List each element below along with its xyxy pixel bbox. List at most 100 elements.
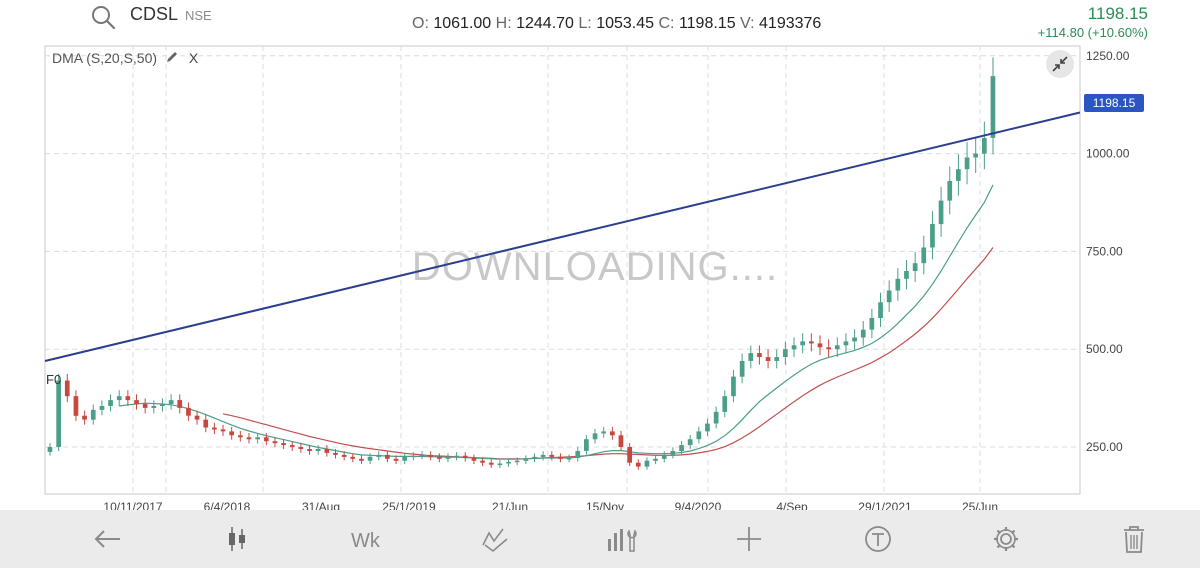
timeframe-button[interactable]: Wk <box>344 518 386 560</box>
candle-body <box>610 431 615 436</box>
candle-body <box>973 153 978 158</box>
candle-body <box>108 400 113 406</box>
y-tick-label: 1000.00 <box>1086 147 1130 161</box>
candle-body <box>99 406 105 410</box>
candle-body <box>255 437 260 440</box>
candle-body <box>47 447 53 452</box>
indicator-legend[interactable]: DMA (S,20,S,50) X <box>52 50 198 66</box>
y-tick-label: 500.00 <box>1086 342 1123 356</box>
candle-body <box>168 400 174 404</box>
candle-body <box>800 341 805 346</box>
remove-indicator-button[interactable]: X <box>188 50 199 66</box>
candle-body <box>990 76 996 138</box>
candle-body <box>809 341 814 344</box>
ma50-layer <box>222 247 994 460</box>
candle-body <box>549 454 555 457</box>
candle-body <box>912 263 918 271</box>
candle-body <box>843 341 849 346</box>
delete-button[interactable] <box>1113 518 1155 560</box>
low-value: 1053.45 <box>596 15 655 32</box>
ohlc-readout: O: 1061.00 H: 1244.70 L: 1053.45 C: 1198… <box>412 15 821 33</box>
crosshair-button[interactable] <box>728 518 770 560</box>
indicators-button[interactable] <box>601 518 643 560</box>
price-change: +114.80 (+10.60%) <box>1037 25 1148 40</box>
candle-body <box>428 454 433 457</box>
candle-body <box>722 396 728 412</box>
candle-body <box>558 456 563 459</box>
ma50-line <box>222 247 994 460</box>
candle-body <box>488 462 494 465</box>
candle-body <box>298 447 304 449</box>
candle-body <box>272 441 278 444</box>
trash-icon <box>1124 526 1144 553</box>
candle-body <box>212 427 217 430</box>
candle-body <box>90 409 96 420</box>
price-tag-bg <box>1084 94 1144 112</box>
high-value: 1244.70 <box>516 15 574 32</box>
candle-body <box>817 343 823 348</box>
trendline-layer[interactable] <box>44 111 1081 362</box>
candle-body <box>393 458 399 461</box>
text-tool-button[interactable] <box>857 518 899 560</box>
back-button[interactable] <box>87 518 129 560</box>
draw-tools-icon <box>482 528 508 553</box>
candle-body <box>739 361 745 377</box>
search-icon[interactable] <box>90 4 116 30</box>
candle-body <box>186 407 191 416</box>
candle-body <box>350 456 356 459</box>
candle-body <box>731 376 736 397</box>
indicator-label[interactable]: DMA (S,20,S,50) <box>52 50 158 66</box>
left-edge-label: F0 <box>46 372 61 387</box>
indicators-icon <box>608 529 637 552</box>
candle-body <box>471 458 477 461</box>
symbol-name[interactable]: CDSL <box>130 4 179 24</box>
candle-body <box>289 445 295 448</box>
collapse-fullscreen-button[interactable] <box>1046 50 1074 78</box>
candle-body <box>679 445 684 451</box>
candle-body <box>116 396 122 401</box>
candle-body <box>921 247 927 264</box>
candle-body <box>151 406 157 408</box>
candle-body <box>238 435 243 438</box>
candle-body <box>627 447 632 463</box>
candle-body <box>852 337 857 342</box>
price-tag-label: 1198.15 <box>1093 96 1136 110</box>
settings-button[interactable] <box>985 518 1027 560</box>
candles-layer <box>47 57 996 470</box>
candle-body <box>592 433 598 440</box>
candle-body <box>540 454 546 457</box>
candle-body <box>462 455 468 458</box>
candle-body <box>194 415 200 420</box>
candle-body <box>497 463 503 465</box>
candle-body <box>964 157 970 170</box>
back-arrow-icon <box>94 530 120 548</box>
candle-body <box>601 431 606 434</box>
edit-pencil-icon[interactable] <box>165 50 179 64</box>
open-label: O: <box>412 15 429 32</box>
candle-body <box>670 451 676 455</box>
candlestick-icon <box>229 527 245 551</box>
candle-body <box>203 419 209 428</box>
close-label: C: <box>658 15 675 32</box>
bottom-toolbar: Wk <box>0 510 1200 568</box>
candle-body <box>947 181 953 201</box>
open-value: 1061.00 <box>433 15 492 32</box>
weekly-icon: Wk <box>351 530 381 552</box>
candle-body <box>229 431 234 436</box>
draw-tools-button[interactable] <box>474 518 516 560</box>
candle-body <box>757 353 762 357</box>
candle-body <box>419 454 425 457</box>
chart-type-button[interactable] <box>216 518 258 560</box>
weekly-label: Wk <box>351 530 381 552</box>
candle-body <box>982 137 987 154</box>
volume-value: 4193376 <box>759 15 822 32</box>
candle-body <box>938 200 944 225</box>
header-bar: CDSL NSE O: 1061.00 H: 1244.70 L: 1053.4… <box>0 0 1200 48</box>
candle-body <box>696 431 702 440</box>
candle-body <box>307 449 312 451</box>
candle-body <box>220 429 226 432</box>
settings-gear-icon <box>994 527 1018 551</box>
volume-label: V: <box>740 15 755 32</box>
